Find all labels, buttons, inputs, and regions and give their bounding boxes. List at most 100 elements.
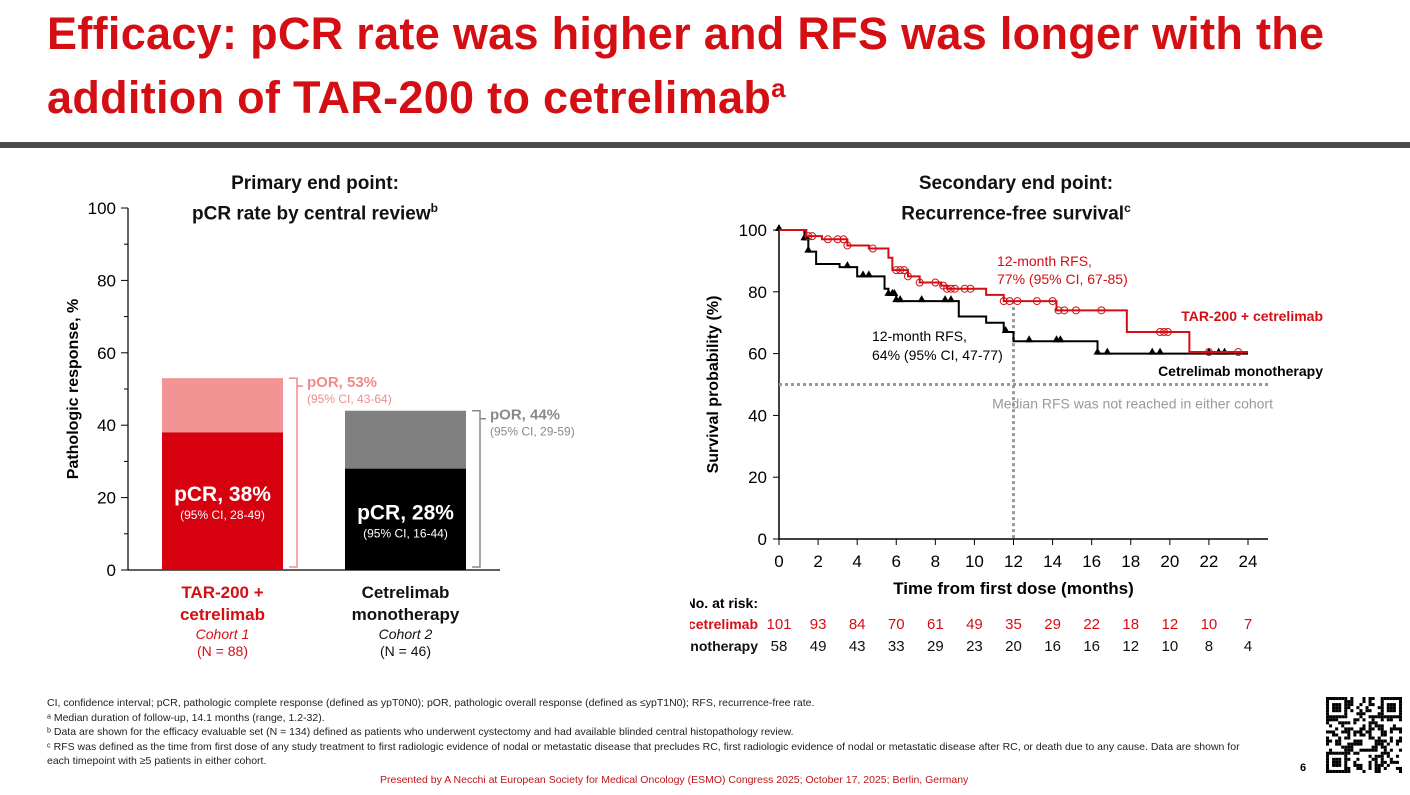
qr-module [1335,769,1339,773]
qr-module [1329,697,1333,701]
km-title-line-2: Recurrence-free survivalc [830,196,1202,226]
qr-module [1338,709,1342,713]
qr-module [1344,757,1348,761]
qr-module [1359,733,1363,737]
qr-module [1344,766,1348,770]
qr-module [1398,730,1402,734]
qr-module [1362,769,1366,773]
qr-module [1329,715,1333,719]
qr-module [1356,730,1360,734]
censor-mark [1159,327,1168,336]
qr-module [1332,751,1336,755]
qr-module [1335,763,1339,767]
qr-module [1338,760,1342,764]
qr-module [1374,766,1378,770]
qr-module [1356,706,1360,710]
censor-mark [960,284,969,293]
km-chart-title: Secondary end point: Recurrence-free sur… [830,172,1202,226]
qr-module [1359,703,1363,707]
qr-module [1398,709,1402,713]
pcr-label: pCR, 28% [357,501,454,524]
qr-module [1389,739,1393,743]
qr-module [1341,715,1345,719]
qr-module [1371,748,1375,752]
qr-module [1344,736,1348,740]
title-text: addition of TAR-200 to cetrelimab [47,72,772,123]
bar-por [162,378,283,433]
qr-module [1371,721,1375,725]
qr-module [1374,748,1378,752]
qr-module [1386,709,1390,713]
qr-module [1347,700,1351,704]
censor-mark [1001,325,1010,333]
qr-module [1377,724,1381,728]
qr-module [1332,706,1336,710]
qr-module [1341,730,1345,734]
censor-mark [892,266,901,275]
category-label: monotherapy [352,605,460,624]
qr-module [1326,697,1330,701]
qr-module [1350,742,1354,746]
qr-module [1395,766,1399,770]
qr-module [1362,733,1366,737]
category-label: TAR-200 + [181,583,263,602]
qr-module [1338,715,1342,719]
qr-module [1389,727,1393,731]
qr-module [1356,718,1360,722]
qr-module [1338,703,1342,707]
qr-module [1350,748,1354,752]
censor-mark [868,244,877,253]
censor-mark [1054,306,1063,315]
qr-module [1371,703,1375,707]
censor-mark [1056,335,1065,343]
qr-module [1356,751,1360,755]
footnote: CI, confidence interval; pCR, pathologic… [47,697,815,709]
qr-module [1392,706,1396,710]
qr-module [1374,763,1378,767]
n-label: (N = 46) [380,643,431,659]
qr-module [1368,730,1372,734]
qr-module [1380,709,1384,713]
qr-module [1362,727,1366,731]
qr-module [1371,718,1375,722]
qr-module [1377,727,1381,731]
censor-mark [859,270,868,278]
footnote: ᵇ Data are shown for the efficacy evalua… [47,726,794,738]
qr-module [1332,760,1336,764]
qr-module [1368,760,1372,764]
qr-module [1329,724,1333,728]
qr-module [1359,730,1363,734]
at-risk-value: 49 [966,616,983,633]
qr-module [1344,745,1348,749]
censor-mark [1156,327,1165,336]
qr-module [1335,706,1339,710]
qr-module [1347,748,1351,752]
at-risk-value: 70 [888,616,905,633]
qr-module [1374,721,1378,725]
qr-module [1335,733,1339,737]
qr-module [1326,709,1330,713]
at-risk-value: 16 [1083,638,1100,655]
qr-module [1386,718,1390,722]
censor-mark [917,295,926,303]
qr-module [1395,727,1399,731]
qr-module [1356,766,1360,770]
qr-module [1326,757,1330,761]
y-tick-label: 100 [739,221,767,240]
pcr-ci: (95% CI, 16-44) [363,526,448,540]
qr-module [1347,703,1351,707]
qr-module [1383,748,1387,752]
x-tick-label: 4 [852,552,861,571]
censor-mark [903,272,912,281]
qr-module [1359,742,1363,746]
qr-module [1374,745,1378,749]
y-tick-label: 80 [97,271,116,290]
qr-module [1344,763,1348,767]
km-title-line-1: Secondary end point: [918,173,1114,194]
at-risk-value: 35 [1005,616,1022,633]
at-risk-row-label: Cetrelimab monotherapy [690,638,758,654]
qr-module [1380,697,1384,701]
qr-module [1377,766,1381,770]
km-title-sup: c [1124,201,1131,215]
qr-module [1392,709,1396,713]
